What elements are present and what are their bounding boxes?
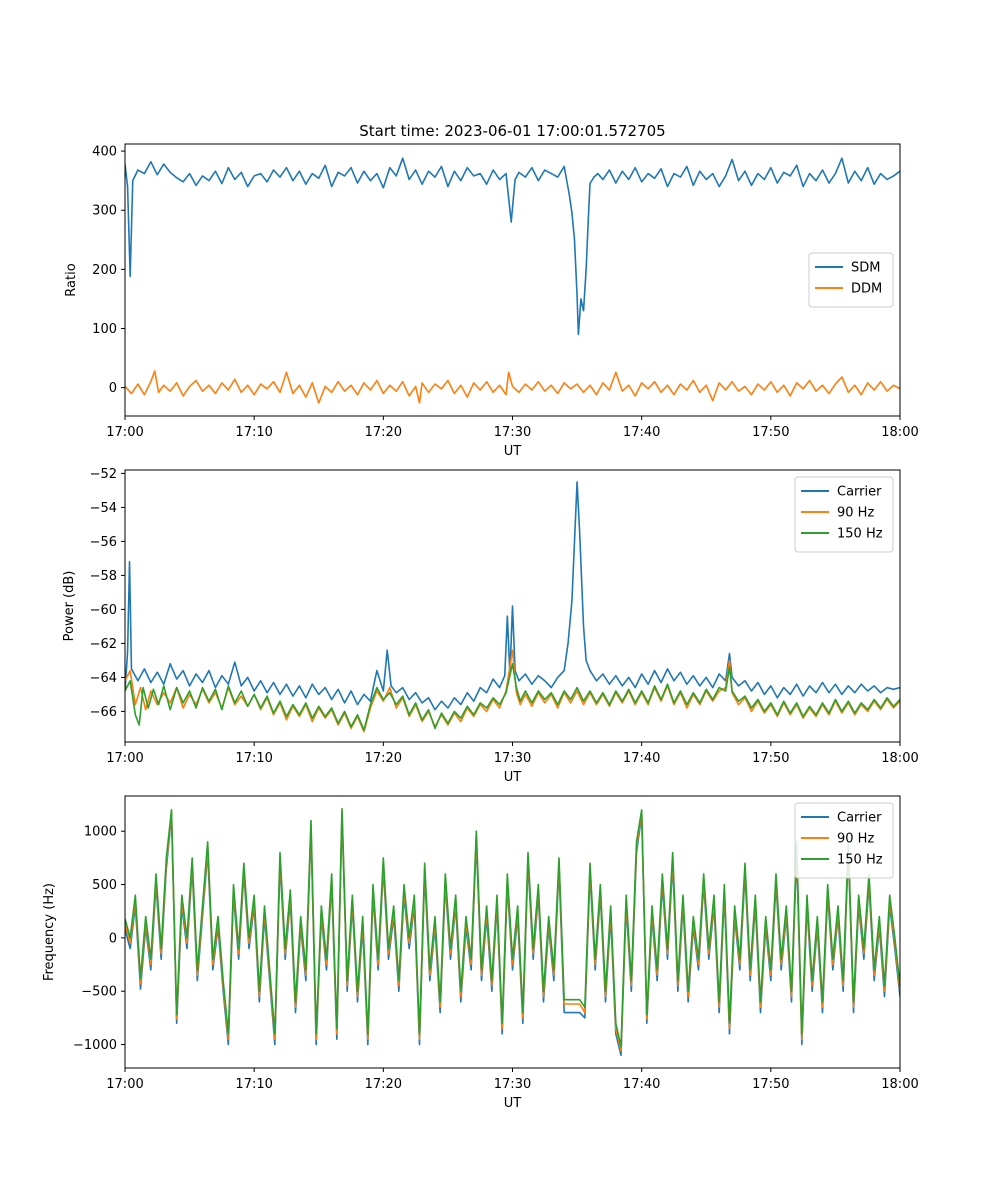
chart-panel-2: 17:00 17:10 17:20 17:30 17:40 17:50 18:00 −66 −6… xyxy=(62,467,919,785)
chart-panel-1: 17:00 17:10 17:20 17:30 17:40 17:50 18:00 0 100 2… xyxy=(64,143,919,459)
x-tick-label: 18:00 xyxy=(881,1077,918,1092)
y-axis-label: Frequency (Hz) xyxy=(42,883,57,981)
series-line-150-hz xyxy=(125,808,900,1048)
x-tick-label: 17:20 xyxy=(365,425,402,440)
chart-panels: 17:00 17:10 17:20 17:30 17:40 17:50 18:00 0 100 2… xyxy=(42,143,919,1111)
y-tick-label: −56 xyxy=(90,535,117,550)
x-tick-label: 18:00 xyxy=(881,425,918,440)
legend-label: 90 Hz xyxy=(837,506,874,521)
legend-label: 150 Hz xyxy=(837,527,883,542)
legend: Carrier 90 Hz 150 Hz xyxy=(794,802,894,879)
x-tick-label: 17:00 xyxy=(106,1077,143,1092)
y-tick-label: 1000 xyxy=(84,825,117,840)
y-tick-label: 100 xyxy=(92,322,117,337)
series-group xyxy=(125,157,900,404)
legend-label: SDM xyxy=(851,261,880,276)
series-line-carrier xyxy=(125,481,900,711)
x-tick-label: 17:10 xyxy=(235,1077,272,1092)
legend-label: Carrier xyxy=(837,485,882,500)
x-axis-label: UT xyxy=(504,770,522,785)
x-tick-label: 17:30 xyxy=(494,1077,531,1092)
x-tick-label: 17:30 xyxy=(494,425,531,440)
legend-label: 150 Hz xyxy=(837,853,883,868)
y-tick-label: 300 xyxy=(92,204,117,219)
y-tick-label: 500 xyxy=(92,878,117,893)
y-tick-label: −52 xyxy=(90,467,117,482)
y-tick-label: −58 xyxy=(90,569,117,584)
x-tick-label: 17:00 xyxy=(106,425,143,440)
series-line-150-hz xyxy=(125,663,900,731)
x-tick-label: 17:30 xyxy=(494,751,531,766)
legend-label: Carrier xyxy=(837,811,882,826)
y-tick-label: −60 xyxy=(90,603,117,618)
x-tick-label: 17:40 xyxy=(623,425,660,440)
y-tick-label: −66 xyxy=(90,705,117,720)
x-tick-label: 17:50 xyxy=(752,1077,789,1092)
y-tick-label: −1000 xyxy=(73,1038,117,1053)
y-axis-label: Power (dB) xyxy=(62,571,77,642)
series-group xyxy=(125,808,900,1056)
legend-label: DDM xyxy=(851,282,882,297)
x-tick-label: 17:50 xyxy=(752,425,789,440)
figure-title: Start time: 2023-06-01 17:00:01.572705 xyxy=(359,122,665,140)
series-group xyxy=(125,481,900,733)
y-tick-label: −54 xyxy=(90,501,117,516)
legend-label: 90 Hz xyxy=(837,832,874,847)
x-tick-label: 17:40 xyxy=(623,1077,660,1092)
y-tick-label: −500 xyxy=(81,985,117,1000)
x-axis-label: UT xyxy=(504,444,522,459)
legend: Carrier 90 Hz 150 Hz xyxy=(794,476,894,553)
x-tick-label: 17:40 xyxy=(623,751,660,766)
x-tick-label: 17:10 xyxy=(235,425,272,440)
x-tick-label: 17:50 xyxy=(752,751,789,766)
x-tick-label: 17:20 xyxy=(365,1077,402,1092)
y-tick-label: 0 xyxy=(109,381,117,396)
y-axis-label: Ratio xyxy=(64,263,79,296)
x-tick-label: 17:10 xyxy=(235,751,272,766)
y-tick-label: −62 xyxy=(90,637,117,652)
chart-panel-3: 17:00 17:10 17:20 17:30 17:40 17:50 18:00 −1000… xyxy=(42,795,919,1111)
x-tick-label: 18:00 xyxy=(881,751,918,766)
series-line-ddm xyxy=(125,370,900,404)
series-line-sdm xyxy=(125,157,900,336)
x-tick-label: 17:00 xyxy=(106,751,143,766)
y-tick-label: −64 xyxy=(90,671,117,686)
y-tick-label: 0 xyxy=(109,931,117,946)
y-tick-label: 400 xyxy=(92,145,117,160)
x-tick-label: 17:20 xyxy=(365,751,402,766)
y-tick-label: 200 xyxy=(92,263,117,278)
legend: SDM DDM xyxy=(808,252,894,308)
x-axis-label: UT xyxy=(504,1096,522,1111)
